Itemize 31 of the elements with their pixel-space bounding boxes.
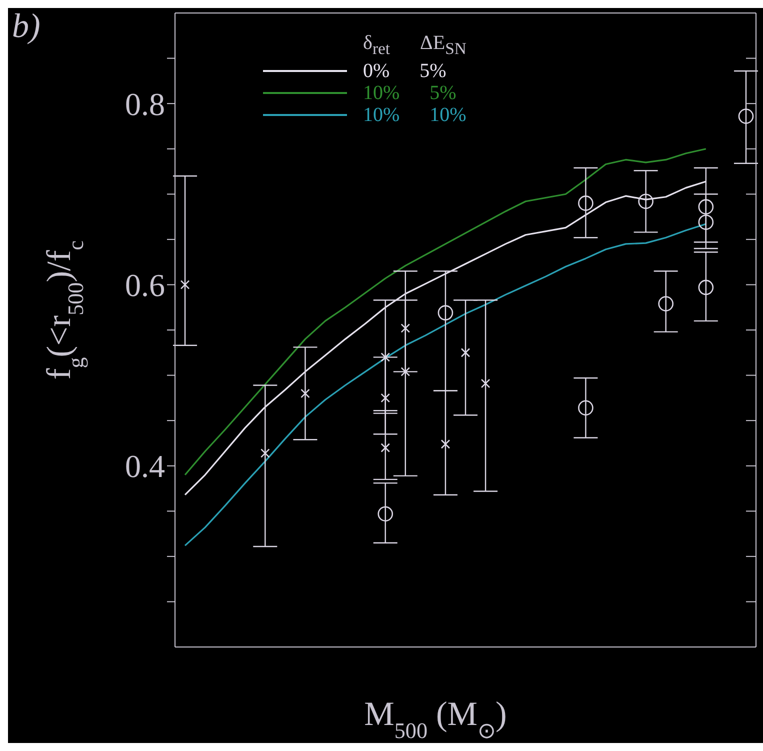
point [578, 196, 594, 211]
point [438, 305, 454, 320]
y-tick-label: 0.6 [125, 267, 165, 304]
point [738, 108, 754, 124]
point [380, 393, 390, 403]
point [380, 443, 390, 452]
point [638, 194, 654, 210]
point [400, 324, 410, 333]
point [260, 448, 270, 458]
y-tick-label: 0.8 [125, 86, 165, 122]
line-series [184, 148, 707, 476]
y-tick-label: 0.4 [125, 448, 165, 484]
x-axis-title: M$_{500}$ (M$_{⊙}$) [364, 696, 507, 742]
point [698, 214, 714, 230]
legend-label: 10% 5% [363, 82, 456, 104]
point [698, 199, 714, 214]
point [378, 506, 394, 522]
point [658, 296, 674, 312]
point [698, 280, 714, 296]
text: δ$_{ret}$ ΔE$_{SN}$ [363, 32, 466, 58]
point [460, 348, 470, 358]
point [180, 280, 190, 290]
point [380, 352, 390, 362]
point [440, 439, 450, 449]
point [578, 400, 594, 416]
legend-label: 10% 10% [363, 104, 466, 126]
point [400, 367, 410, 376]
panel-letter: b) [12, 8, 40, 46]
legend-label: 0% 5% [363, 60, 446, 82]
point [300, 388, 310, 398]
point [480, 378, 490, 388]
